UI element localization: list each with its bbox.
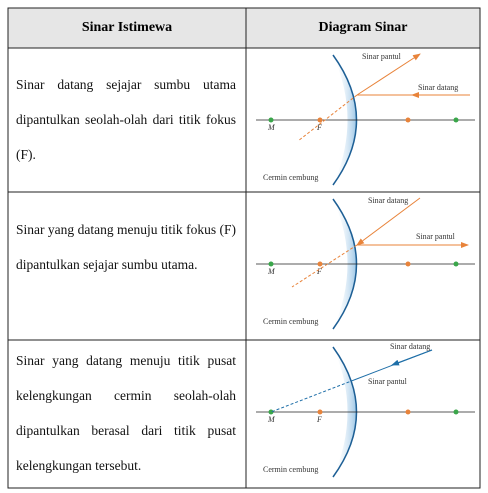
ray-dashed [270,379,355,413]
label-m: M [267,267,276,276]
point-f [317,261,323,267]
ray-in [356,197,421,246]
point-f2 [405,261,411,267]
point-m [268,261,274,267]
point-m [268,117,274,123]
ray-out [356,53,421,96]
ray-dashed [297,94,358,142]
label-f: F [316,267,322,276]
mirror-label: Cermin cembung [263,465,318,474]
label-b: Sinar datang [418,83,458,92]
label-f: F [316,415,322,424]
point-f [317,117,323,123]
label-m: M [267,123,276,132]
point-f2 [405,117,411,123]
point-f [317,409,323,415]
ray-dashed [291,244,358,288]
point-m2 [453,117,459,123]
mirror-label: Cermin cembung [263,317,318,326]
row-text: Sinar datang sejajar sumbu utama dipantu… [16,77,236,162]
label-b: Sinar pantul [368,377,408,386]
row-text: Sinar yang datang menuju titik pusat kel… [16,353,236,473]
label-m: M [267,415,276,424]
point-m [268,409,274,415]
row-text: Sinar yang datang menuju titik fokus (F)… [16,222,236,272]
header-cell: Sinar Istimewa [8,8,246,48]
label-b: Sinar pantul [416,232,456,241]
point-f2 [405,409,411,415]
header-cell: Diagram Sinar [246,8,480,48]
label-a: Sinar datang [368,196,408,205]
label-a: Sinar pantul [362,52,402,61]
label-a: Sinar datang [390,342,430,351]
point-m2 [453,409,459,415]
mirror-label: Cermin cembung [263,173,318,182]
point-m2 [453,261,459,267]
label-f: F [316,123,322,132]
ray-line [353,349,433,381]
